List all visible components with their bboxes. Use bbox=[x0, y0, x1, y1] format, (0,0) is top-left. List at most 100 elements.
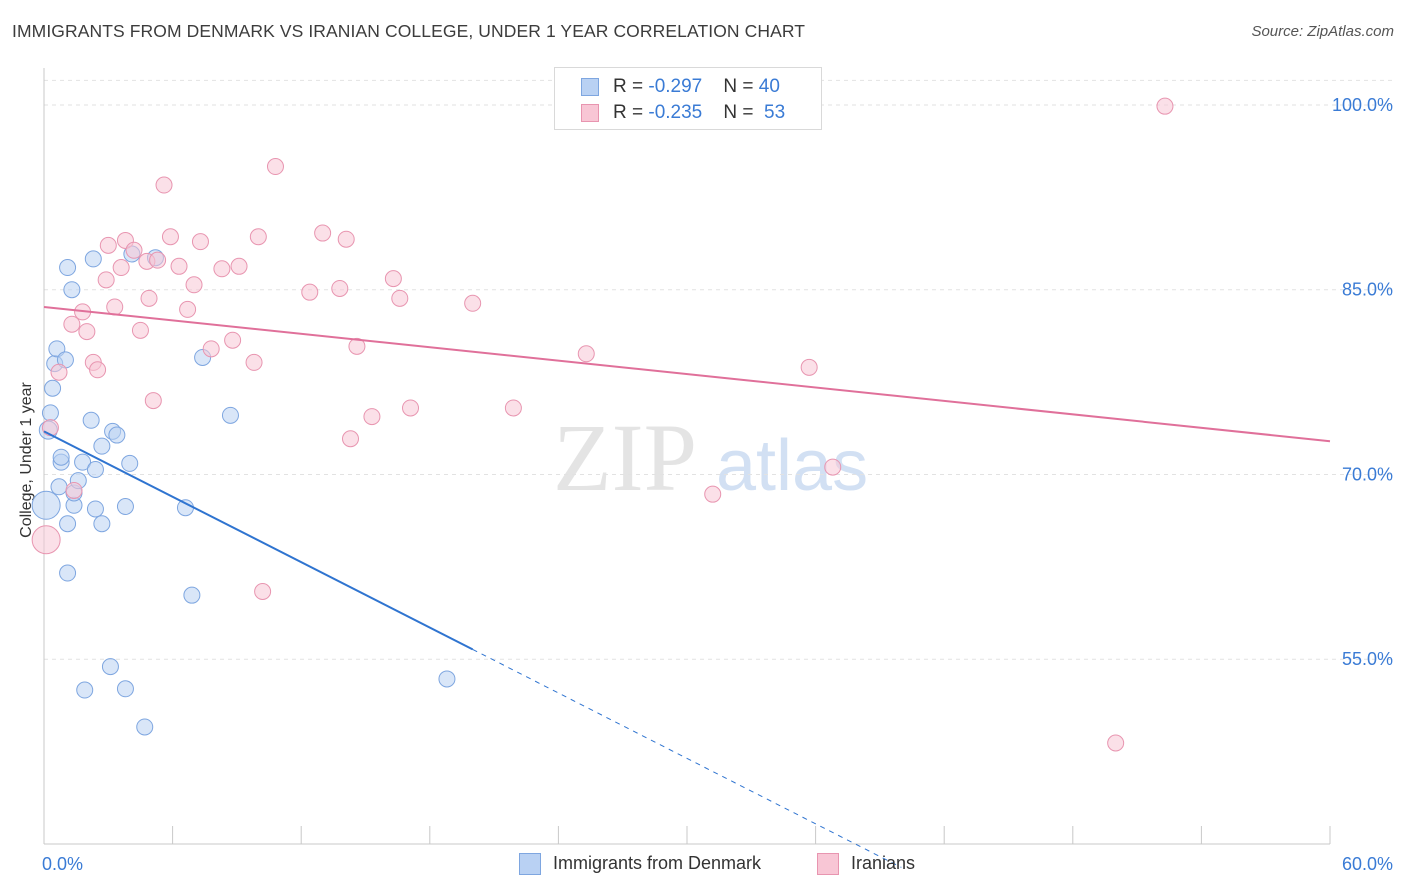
watermark-zip: ZIP bbox=[553, 404, 697, 511]
point-denmark bbox=[31, 490, 61, 520]
point-denmark bbox=[93, 515, 111, 533]
x-tick-label: 60.0% bbox=[1342, 854, 1393, 874]
stats-box: R = -0.297 N = 40 R = -0.235 N = 53 bbox=[554, 67, 822, 130]
point-iranians bbox=[155, 176, 173, 194]
legend-label: Immigrants from Denmark bbox=[553, 853, 762, 873]
point-denmark bbox=[116, 498, 134, 516]
point-denmark bbox=[93, 437, 111, 455]
point-iranians bbox=[314, 224, 332, 242]
point-iranians bbox=[89, 361, 107, 379]
point-denmark bbox=[44, 379, 62, 397]
point-denmark bbox=[52, 448, 70, 466]
point-iranians bbox=[63, 315, 81, 333]
point-denmark bbox=[63, 281, 81, 299]
stats-n-value: 53 bbox=[764, 102, 786, 123]
point-iranians bbox=[65, 481, 83, 499]
point-denmark bbox=[176, 499, 194, 517]
trend-line-denmark bbox=[43, 430, 474, 651]
point-denmark bbox=[59, 515, 77, 533]
point-iranians bbox=[202, 340, 220, 358]
point-iranians bbox=[464, 294, 482, 312]
point-denmark bbox=[86, 461, 104, 479]
point-iranians bbox=[266, 158, 284, 176]
point-denmark bbox=[108, 426, 126, 444]
trend-line-iranians bbox=[43, 305, 1331, 443]
point-iranians bbox=[1107, 734, 1125, 752]
legend-swatch-blue bbox=[519, 853, 541, 875]
grid bbox=[44, 79, 1392, 660]
point-iranians bbox=[213, 260, 231, 278]
stats-r-label: R = bbox=[613, 102, 649, 123]
point-iranians bbox=[337, 230, 355, 248]
point-iranians bbox=[1156, 97, 1174, 115]
point-iranians bbox=[144, 392, 162, 410]
point-denmark bbox=[121, 454, 139, 472]
stats-swatch-pink bbox=[581, 104, 599, 122]
point-denmark bbox=[84, 250, 102, 268]
point-iranians bbox=[97, 271, 115, 289]
chart-title: IMMIGRANTS FROM DENMARK VS IRANIAN COLLE… bbox=[12, 21, 806, 41]
point-iranians bbox=[125, 241, 143, 259]
y-tick-label: 70.0% bbox=[1342, 464, 1393, 484]
point-denmark bbox=[50, 478, 68, 496]
legend-swatch-pink bbox=[817, 853, 839, 875]
x-tick-label: 0.0% bbox=[42, 854, 83, 874]
point-iranians bbox=[363, 408, 381, 426]
point-iranians bbox=[170, 257, 188, 275]
point-iranians bbox=[824, 458, 842, 476]
point-iranians bbox=[331, 279, 349, 297]
point-iranians bbox=[41, 419, 59, 437]
point-denmark bbox=[74, 453, 92, 471]
legend-label: Iranians bbox=[851, 853, 916, 873]
point-iranians bbox=[577, 345, 595, 363]
stats-swatch-blue bbox=[581, 78, 599, 96]
point-denmark bbox=[438, 670, 456, 688]
trend-lines bbox=[43, 305, 1331, 868]
point-denmark bbox=[136, 718, 154, 736]
point-iranians bbox=[224, 331, 242, 349]
y-tick-label: 55.0% bbox=[1342, 649, 1393, 669]
point-denmark bbox=[86, 500, 104, 518]
point-denmark bbox=[101, 658, 119, 676]
point-iranians bbox=[112, 259, 130, 277]
point-iranians bbox=[50, 363, 68, 381]
point-iranians bbox=[191, 233, 209, 251]
point-denmark bbox=[221, 406, 239, 424]
watermark: ZIP atlas bbox=[553, 404, 868, 511]
point-denmark bbox=[183, 586, 201, 604]
point-iranians bbox=[185, 276, 203, 294]
point-denmark bbox=[41, 404, 59, 422]
point-iranians bbox=[402, 399, 420, 417]
stats-n-label: N = bbox=[723, 102, 759, 123]
stats-n-label: N = bbox=[723, 76, 759, 97]
point-iranians bbox=[348, 337, 366, 355]
point-iranians bbox=[391, 289, 409, 307]
point-iranians bbox=[99, 236, 117, 254]
stats-r-label: R = bbox=[613, 76, 649, 97]
point-iranians bbox=[131, 321, 149, 339]
point-iranians bbox=[106, 298, 124, 316]
source-label: Source: ZipAtlas.com bbox=[1251, 23, 1394, 40]
point-iranians bbox=[384, 270, 402, 288]
point-iranians bbox=[704, 485, 722, 503]
point-denmark bbox=[76, 681, 94, 699]
point-denmark bbox=[82, 411, 100, 429]
y-tick-label: 100.0% bbox=[1332, 95, 1393, 115]
point-denmark bbox=[59, 259, 77, 277]
stats-r-value: -0.297 bbox=[648, 76, 703, 97]
point-iranians bbox=[249, 228, 267, 246]
axes bbox=[43, 68, 1331, 845]
point-iranians bbox=[800, 358, 818, 376]
point-iranians bbox=[161, 228, 179, 246]
point-iranians bbox=[230, 257, 248, 275]
watermark-atlas: atlas bbox=[716, 426, 868, 506]
point-iranians bbox=[504, 399, 522, 417]
point-denmark bbox=[116, 680, 134, 698]
point-denmark bbox=[59, 564, 77, 582]
y-tick-label: 85.0% bbox=[1342, 280, 1393, 300]
tick-labels: 55.0% 70.0% 85.0% 100.0% 0.0% 60.0% bbox=[42, 95, 1393, 874]
point-iranians bbox=[31, 525, 61, 555]
point-iranians bbox=[179, 300, 197, 318]
point-iranians bbox=[341, 430, 359, 448]
